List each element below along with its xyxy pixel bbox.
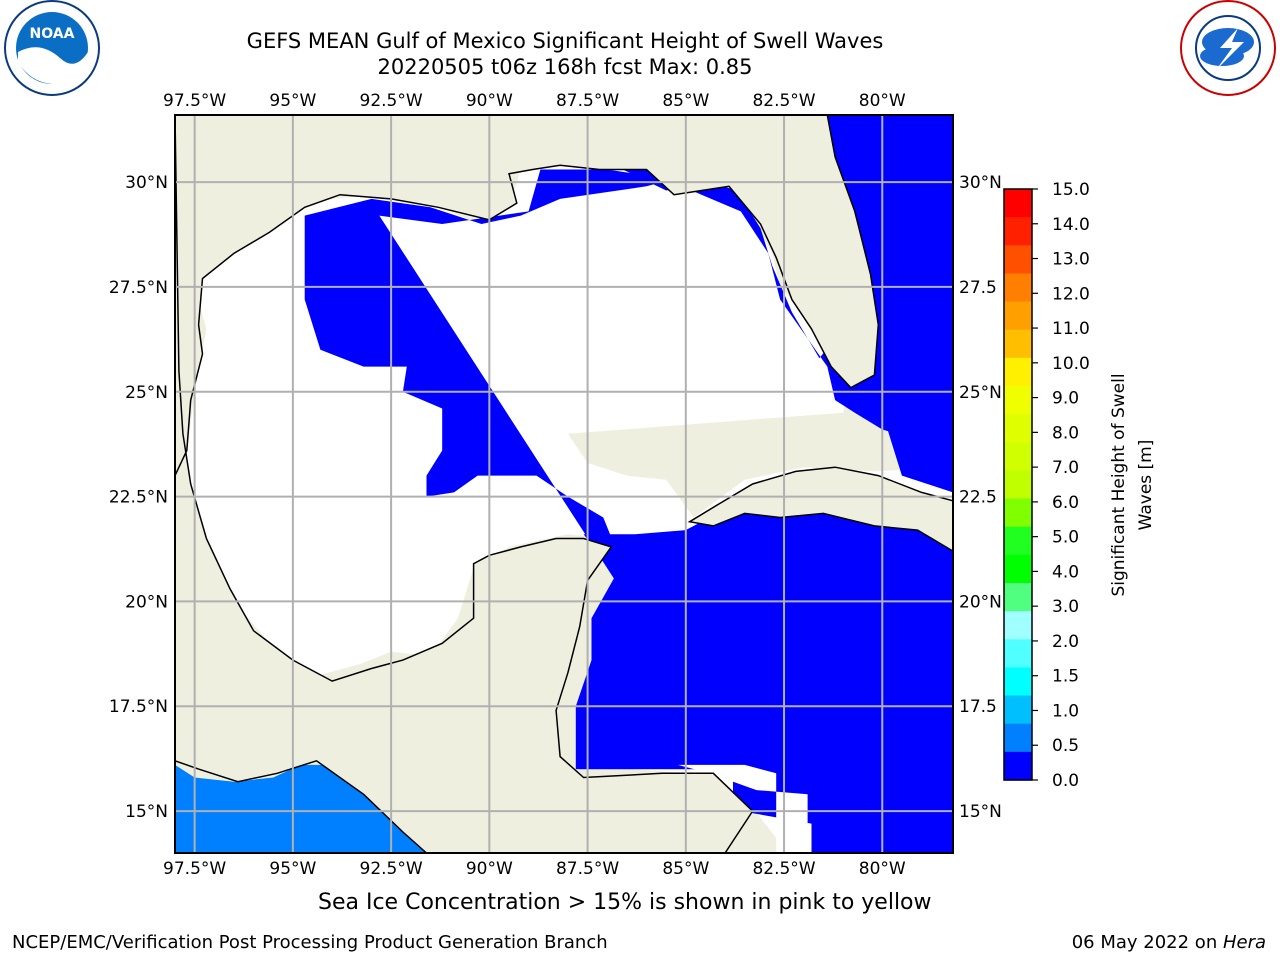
colorbar-tick-label: 8.0 [1052, 423, 1079, 443]
lon-label-bottom: 87.5°W [556, 859, 619, 879]
colorbar-swatch [1004, 217, 1032, 246]
nws-logo [1180, 0, 1276, 96]
lat-label-left: 17.5°N [109, 697, 168, 717]
lon-label-bottom: 80°W [859, 859, 906, 879]
map-panel [174, 114, 954, 854]
colorbar-tick-label: 9.0 [1052, 389, 1079, 409]
colorbar-swatch [1004, 583, 1032, 612]
lon-label-top: 82.5°W [752, 91, 815, 111]
colorbar-tick-label: 12.0 [1052, 284, 1090, 304]
mexico-coastline [174, 114, 754, 854]
noaa-logo-text: NOAA [30, 26, 75, 42]
colorbar-swatch [1004, 189, 1032, 218]
colorbar-label: Significant Height of Swell [1109, 373, 1129, 596]
lat-label-right: 30°N [959, 173, 1002, 193]
footer-date: 06 May 2022 on Hera [1072, 932, 1266, 953]
lon-label-top: 85°W [662, 91, 709, 111]
colorbar-tick-label: 2.0 [1052, 632, 1079, 652]
lon-label-bottom: 90°W [466, 859, 513, 879]
colorbar-swatch [1004, 611, 1032, 640]
lon-label-top: 97.5°W [163, 91, 226, 111]
colorbar-swatch [1004, 414, 1032, 443]
colorbar-tick-label: 6.0 [1052, 493, 1079, 513]
sea-ice-caption: Sea Ice Concentration > 15% is shown in … [318, 890, 932, 915]
lat-label-left: 25°N [125, 383, 168, 403]
lat-label-right: 22.5 [959, 488, 997, 508]
lat-label-left: 15°N [125, 802, 168, 822]
colorbar-swatch [1004, 526, 1032, 556]
lon-label-top: 80°W [859, 91, 906, 111]
footer-date-text: 06 May 2022 on [1071, 932, 1223, 953]
lon-label-top: 87.5°W [556, 91, 619, 111]
colorbar-swatch [1004, 245, 1032, 275]
lat-label-left: 27.5°N [109, 278, 168, 298]
colorbar-swatch [1004, 695, 1032, 725]
colorbar-tick-label: 15.0 [1052, 180, 1090, 200]
colorbar-tick-label: 3.0 [1052, 597, 1079, 617]
colorbar-tick-label: 5.0 [1052, 528, 1079, 548]
colorbar-tick-label: 0.0 [1052, 771, 1079, 791]
lon-label-bottom: 92.5°W [360, 859, 423, 879]
colorbar-swatch [1004, 329, 1032, 359]
lat-label-left: 20°N [125, 592, 168, 612]
noaa-logo: NOAA [4, 0, 100, 96]
colorbar-swatch [1004, 273, 1032, 303]
lon-label-bottom: 82.5°W [752, 859, 815, 879]
colorbar-tick-label: 14.0 [1052, 215, 1090, 235]
colorbar-label-units: Waves [m] [1136, 440, 1156, 531]
colorbar-swatch [1004, 470, 1032, 500]
chart-subtitle: 20220505 t06z 168h fcst Max: 0.85 [377, 55, 753, 79]
colorbar-swatch [1004, 442, 1032, 472]
us-gulf-coast-land [174, 114, 880, 476]
lon-label-bottom: 97.5°W [163, 859, 226, 879]
colorbar-tick-label: 0.5 [1052, 736, 1079, 756]
lat-label-right: 27.5 [959, 278, 997, 298]
colorbar-tick-label: 1.5 [1052, 667, 1079, 687]
colorbar-tick-label: 4.0 [1052, 562, 1079, 582]
lon-label-bottom: 85°W [662, 859, 709, 879]
lat-label-right: 25°N [959, 383, 1002, 403]
lat-label-right: 20°N [959, 592, 1002, 612]
colorbar-swatch [1004, 498, 1032, 528]
lon-label-top: 95°W [269, 91, 316, 111]
lat-label-left: 22.5°N [109, 488, 168, 508]
colorbar-swatch [1004, 751, 1032, 781]
colorbar-frame [1003, 188, 1033, 781]
colorbar-swatch [1004, 723, 1032, 753]
honduras-coastal-water [677, 764, 808, 853]
colorbar-tick-label: 10.0 [1052, 354, 1090, 374]
colorbar-swatch [1004, 639, 1032, 669]
pacific-swell-field [175, 764, 431, 853]
colorbar-tick-label: 1.0 [1052, 701, 1079, 721]
colorbar-tick-label: 7.0 [1052, 458, 1079, 478]
lat-label-right: 17.5 [959, 697, 997, 717]
chart-title: GEFS MEAN Gulf of Mexico Significant Hei… [246, 29, 884, 53]
colorbar-swatch [1004, 554, 1032, 584]
colorbar-swatch [1004, 357, 1032, 387]
lon-label-top: 92.5°W [360, 91, 423, 111]
colorbar-tick-label: 13.0 [1052, 250, 1090, 270]
lat-label-right: 15°N [959, 802, 1002, 822]
colorbar-swatch [1004, 386, 1032, 415]
colorbar-tick-label: 11.0 [1052, 319, 1090, 339]
footer-credit: NCEP/EMC/Verification Post Processing Pr… [12, 932, 608, 953]
lon-label-top: 90°W [466, 91, 513, 111]
colorbar: 15.0 14.0 13.0 12.0 11.0 10.0 9.0 8.0 7.0 6.0 5.0 4… [1003, 180, 1090, 791]
lat-label-left: 30°N [125, 173, 168, 193]
footer-host: Hera [1222, 932, 1266, 953]
map-frame [174, 114, 954, 854]
colorbar-swatch [1004, 301, 1032, 331]
colorbar-swatch [1004, 667, 1032, 697]
lon-label-bottom: 95°W [269, 859, 316, 879]
